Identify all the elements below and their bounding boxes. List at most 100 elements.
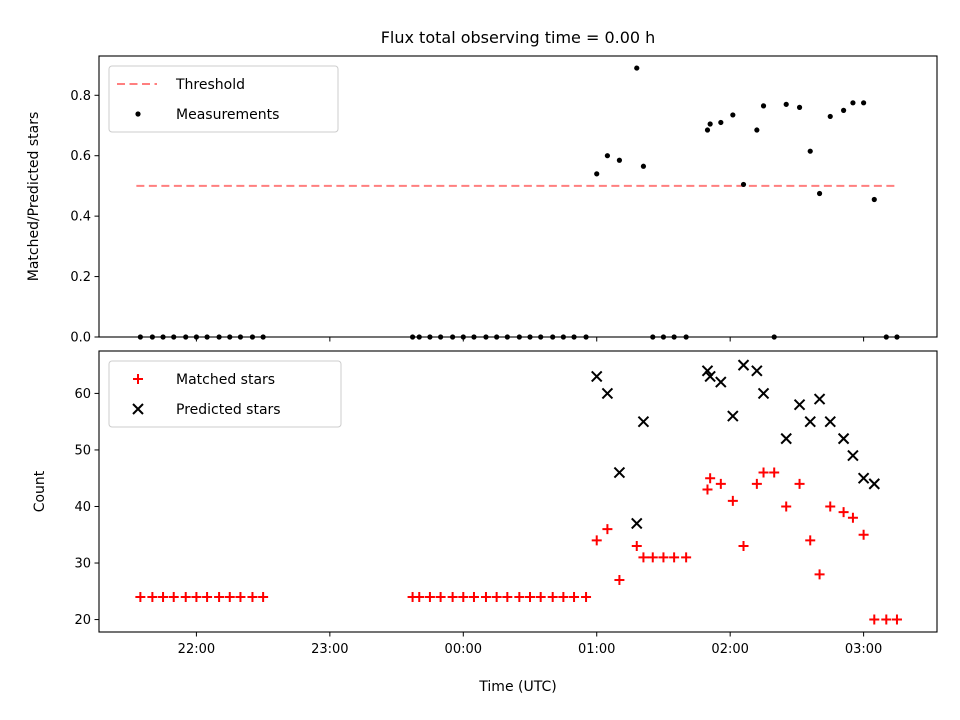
matched-stars-point — [468, 591, 479, 602]
measurements-point — [760, 103, 767, 109]
legend: Threshold Measurements — [108, 65, 339, 133]
legend-label-predicted-stars: Predicted stars — [176, 402, 281, 418]
measurements-point — [850, 100, 856, 106]
predicted-stars-point — [868, 478, 880, 490]
matched-stars-point — [435, 591, 446, 602]
measurements-point — [827, 113, 833, 120]
matched-stars-point — [202, 591, 213, 602]
matched-stars-point — [168, 591, 179, 602]
predicted-stars-point — [631, 517, 643, 530]
matched-stars-point — [514, 591, 525, 602]
y-tick-label: 0.2 — [70, 270, 91, 285]
matched-stars-point — [781, 501, 792, 512]
y-tick-label: 40 — [74, 500, 91, 515]
matched-stars-point — [558, 591, 569, 602]
matched-stars-point — [638, 552, 649, 563]
legend-swatch-predicted-stars — [132, 403, 144, 415]
matched-stars-point — [535, 591, 546, 602]
matched-stars-point — [847, 512, 858, 523]
y-tick-label: 20 — [74, 613, 91, 628]
matched-stars-point — [631, 541, 642, 552]
bottom-panel: 20 30 40 50 60 22:00 23:00 00:00 01:00 02:00 03:00… — [32, 350, 938, 695]
matched-stars-point — [705, 473, 716, 484]
legend-swatch-measurements — [135, 111, 141, 117]
predicted-stars-point — [737, 359, 750, 371]
matched-stars-point — [147, 591, 158, 602]
measurements-point — [730, 112, 736, 118]
legend-label-matched-stars: Matched stars — [176, 372, 275, 388]
measurements-point — [634, 65, 640, 71]
matched-stars-point — [525, 591, 536, 602]
measurements-point — [807, 148, 813, 154]
matched-stars-point — [569, 591, 580, 602]
matched-stars-point — [158, 591, 169, 602]
y-axis-label: Count — [32, 470, 48, 512]
matched-stars-point — [838, 507, 849, 518]
measurements-point — [616, 157, 623, 163]
predicted-stars-point — [804, 415, 816, 428]
measurements-point — [871, 196, 877, 203]
matched-stars-point — [414, 591, 425, 602]
predicted-stars-point — [591, 370, 603, 383]
legend-label-threshold: Threshold — [175, 77, 245, 93]
predicted-stars-point — [824, 415, 836, 428]
matched-stars-point — [891, 614, 902, 625]
measurements-point — [783, 101, 789, 107]
measurements-point — [718, 119, 724, 126]
matched-stars-point — [214, 591, 225, 602]
predicted-stars-point — [813, 393, 826, 405]
x-tick-label: 22:00 — [178, 642, 215, 657]
x-tick-label: 01:00 — [578, 642, 615, 657]
legend: Matched stars Predicted stars — [108, 360, 342, 428]
matched-stars-point — [458, 591, 469, 602]
predicted-stars-point — [751, 365, 763, 377]
legend-box — [108, 65, 339, 133]
matched-stars-point — [881, 614, 892, 625]
measurements-point — [816, 190, 823, 197]
matched-stars-point — [681, 552, 692, 563]
matched-stars-point — [502, 591, 513, 602]
matched-stars-point — [758, 467, 769, 478]
matched-stars-point — [805, 535, 816, 546]
predicted-stars-point — [715, 376, 727, 388]
predicted-stars-point — [837, 432, 850, 445]
x-tick-label: 00:00 — [445, 642, 482, 657]
matched-stars-point — [869, 614, 880, 625]
matched-stars-point — [235, 591, 246, 602]
y-tick-label: 0.8 — [70, 89, 91, 104]
predicted-stars-point — [701, 365, 714, 377]
matched-stars-point — [702, 484, 713, 495]
measurements-point — [594, 171, 600, 177]
matched-stars-point — [658, 552, 669, 563]
y-tick-label: 60 — [74, 387, 91, 402]
matched-stars-point — [591, 535, 602, 546]
matched-stars-point — [647, 552, 658, 563]
matched-stars-point — [180, 591, 191, 602]
y-tick-label: 30 — [74, 557, 91, 572]
y-tick-label: 0.6 — [70, 149, 91, 164]
predicted-stars-point — [857, 472, 870, 484]
matched-stars-point — [247, 591, 258, 602]
matched-stars-point — [602, 524, 613, 535]
matched-stars-point — [738, 541, 749, 552]
y-axis-label: Matched/Predicted stars — [26, 112, 42, 282]
matched-stars-point — [715, 478, 726, 489]
legend-swatch-matched-stars — [133, 374, 143, 384]
predicted-stars-point — [727, 410, 739, 422]
measurements-point — [640, 163, 647, 169]
measurements-point — [861, 100, 867, 106]
measurements-point — [604, 153, 611, 159]
predicted-stars-point — [613, 466, 626, 479]
x-tick-label: 02:00 — [711, 642, 748, 657]
measurements-point — [707, 121, 713, 127]
predicted-stars-point — [637, 415, 650, 428]
matched-stars-point — [547, 591, 558, 602]
matched-stars-point — [258, 591, 269, 602]
measurements-point — [704, 127, 711, 133]
legend-label-measurements: Measurements — [176, 107, 279, 123]
measurements-point — [840, 107, 847, 113]
predicted-stars-point — [601, 387, 614, 400]
matched-stars-point — [581, 591, 592, 602]
matched-stars-point — [135, 591, 146, 602]
